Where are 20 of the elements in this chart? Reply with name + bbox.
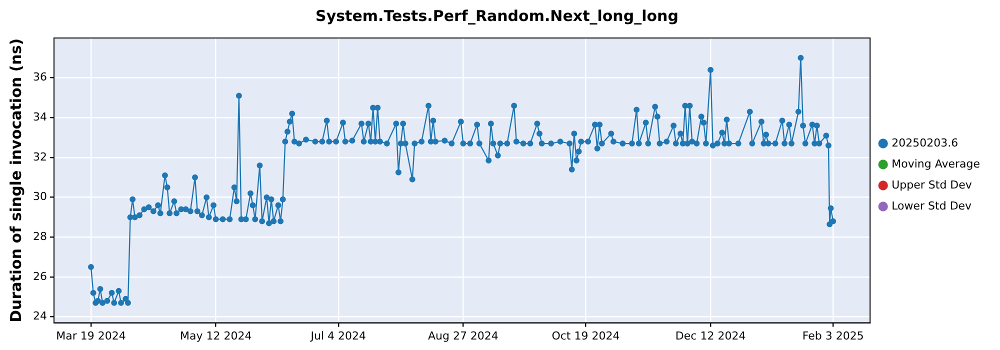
x-tick-label: Oct 19 2024	[552, 329, 620, 342]
x-tick-label: Aug 27 2024	[428, 329, 498, 342]
x-tick-label: Feb 3 2025	[802, 329, 864, 342]
y-tick-label: 26	[32, 270, 47, 283]
y-tick-label: 34	[32, 110, 47, 124]
legend-label: Upper Std Dev	[892, 178, 972, 192]
chart-title: System.Tests.Perf_Random.Next_long_long	[316, 6, 678, 25]
legend-label: Moving Average	[892, 157, 980, 170]
y-tick-label: 28	[32, 230, 47, 244]
x-tick-label: Mar 19 2024	[56, 329, 126, 342]
legend-label: 20250203.6	[892, 136, 958, 150]
y-tick-label: 30	[32, 190, 47, 204]
x-tick-label: May 12 2024	[180, 329, 252, 342]
x-tick-label: Jul 4 2024	[310, 329, 366, 342]
y-tick-label: 32	[32, 150, 47, 164]
legend-label: Lower Std Dev	[892, 199, 972, 212]
x-tick-label: Dec 12 2024	[675, 329, 746, 342]
y-tick-label: 24	[32, 310, 47, 323]
y-tick-label: 36	[32, 70, 47, 84]
y-axis-title: Duration of single invocation (ns)	[6, 38, 25, 322]
